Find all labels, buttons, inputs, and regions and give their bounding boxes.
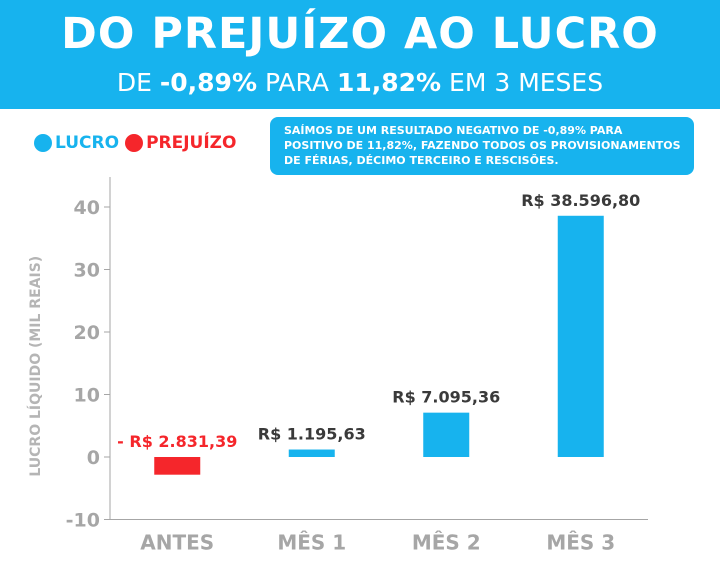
data-label: R$ 1.195,63 [258, 425, 366, 444]
bar-4 [557, 215, 604, 457]
chart-labels: ANTES - R$ 2.831,39 MÊS 1 R$ 1.195,63 MÊS 2 R… [117, 191, 640, 555]
chart-bars [154, 215, 604, 475]
y-tick-label: 20 [74, 322, 100, 344]
x-tick-label: MÊS 1 [277, 531, 346, 555]
legend-profit-label: LUCRO [55, 133, 120, 153]
data-label: R$ 38.596,80 [521, 191, 640, 210]
subtitle-mid: PARA [257, 68, 337, 97]
header-banner: DO PREJUÍZO AO LUCRO DE -0,89% PARA 11,8… [0, 0, 720, 109]
profit-dot-icon [34, 134, 52, 152]
legend-item-profit: LUCRO [34, 133, 119, 153]
x-tick-label: MÊS 3 [546, 531, 615, 555]
y-tick-label: -10 [66, 510, 100, 532]
data-label: - R$ 2.831,39 [117, 432, 237, 451]
chart-axes: -10 0 10 20 30 40 LUCRO LÍQUIDO (MIL REAIS) [27, 177, 648, 532]
y-tick-label: 10 [74, 385, 100, 407]
bar-2 [288, 449, 335, 457]
x-tick-label: ANTES [140, 531, 214, 555]
chart-legend: LUCRO PREJUÍZO [34, 131, 242, 155]
page-subtitle: DE -0,89% PARA 11,82% EM 3 MESES [0, 66, 720, 100]
y-tick-label: 0 [87, 447, 100, 469]
loss-dot-icon [125, 134, 144, 152]
subtitle-post: EM 3 MESES [441, 68, 604, 97]
note-text: SAÍMOS DE UM RESULTADO NEGATIVO DE -0,89… [284, 124, 681, 167]
data-label: R$ 7.095,36 [392, 388, 500, 407]
subtitle-from: -0,89% [159, 68, 257, 97]
note-box: SAÍMOS DE UM RESULTADO NEGATIVO DE -0,89… [270, 117, 694, 175]
legend-loss-label: PREJUÍZO [146, 133, 237, 153]
x-tick-label: MÊS 2 [412, 531, 481, 555]
legend-item-loss: PREJUÍZO [125, 133, 236, 153]
subtitle-to: 11,82% [336, 68, 442, 97]
y-tick-label: 40 [74, 197, 100, 219]
page-title: DO PREJUÍZO AO LUCRO [61, 9, 659, 59]
bar-1 [154, 457, 201, 475]
bar-3 [423, 412, 470, 457]
y-tick-label: 30 [74, 260, 100, 282]
y-axis-label: LUCRO LÍQUIDO (MIL REAIS) [27, 256, 44, 477]
subtitle-pre: DE [116, 68, 160, 97]
